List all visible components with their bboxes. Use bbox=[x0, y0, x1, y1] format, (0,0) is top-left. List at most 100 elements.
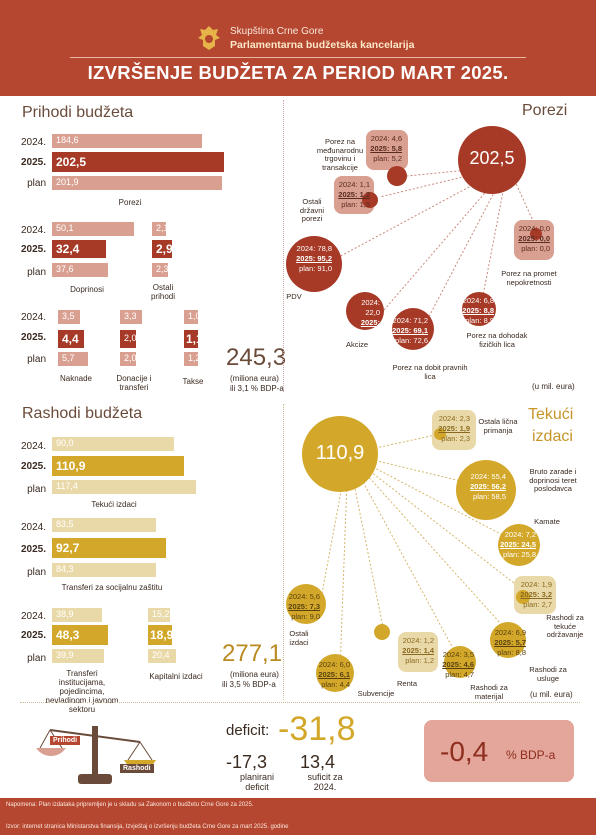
label-akcize: Akcize bbox=[345, 340, 369, 349]
deficit-label: deficit: bbox=[226, 722, 270, 739]
akcize-values: 2024: 22,0 2025: 22,4 plan: 23,0 bbox=[347, 298, 380, 347]
row-label-2024: 2024. bbox=[20, 225, 46, 236]
tekuci-total: 110,9 bbox=[315, 442, 365, 464]
row-label-2024: 2024. bbox=[20, 611, 46, 622]
caption-kapitalni: Kapitalni izdaci bbox=[149, 672, 203, 681]
header-divider bbox=[70, 57, 526, 58]
label-renta: Renta bbox=[396, 679, 417, 688]
label-dohodak: Porez na dohodak fizičkih lica bbox=[466, 331, 528, 349]
office-name: Parlamentarna budžetska kancelarija bbox=[230, 39, 415, 51]
row-label-plan: plan bbox=[27, 567, 46, 578]
revenue-total: 245,3 bbox=[226, 344, 287, 371]
crest-icon bbox=[198, 26, 220, 50]
caption-takse: Takse bbox=[182, 377, 204, 386]
label-medjunarodna: Porez na međunarodnu trgovinu i transakc… bbox=[316, 137, 364, 172]
bar-ostali-2025: 2,9 bbox=[152, 240, 173, 258]
bubble-materijal bbox=[444, 646, 476, 678]
bar-takse-2024: 1,0 bbox=[184, 310, 201, 324]
bar-porezi-2025: 202,5 bbox=[52, 152, 224, 172]
label-pdv: PDV bbox=[286, 292, 302, 301]
caption-doprinosi: Doprinosi bbox=[70, 285, 104, 294]
bar-transferi-inst-plan: 39,9 bbox=[52, 649, 104, 663]
bar-ostali-2024: 2,1 bbox=[152, 222, 169, 236]
bubble-ostali-drzavni bbox=[362, 192, 378, 208]
bar-porezi-2024: 184,6 bbox=[52, 134, 202, 148]
label-subvencije: Subvencije bbox=[357, 689, 395, 698]
row-label-2025: 2025. bbox=[20, 244, 46, 255]
org-name: Skupština Crne Gore bbox=[230, 26, 324, 37]
caption-tekuci: Tekući izdaci bbox=[91, 500, 137, 509]
tekuci-panel-title-2: izdaci bbox=[532, 428, 573, 445]
row-label-2024: 2024. bbox=[20, 312, 46, 323]
revenue-bdp: ili 3,1 % BDP-a bbox=[230, 384, 284, 393]
expense-section-title: Rashodi budžeta bbox=[22, 405, 143, 422]
label-tekuce-odrz: Rashodi za tekuće održavanje bbox=[546, 613, 584, 639]
expense-unit: (miliona eura) bbox=[230, 670, 279, 679]
footer-note: Napomena: Plan izdataka pripremljen je u… bbox=[6, 802, 254, 808]
divider bbox=[283, 100, 284, 392]
label-ostala-primanja: Ostala lična primanja bbox=[478, 417, 518, 435]
tekuci-unit: (u mil. eura) bbox=[530, 690, 573, 699]
surplus-2024-value: 13,4 bbox=[300, 752, 336, 772]
bar-donacije-plan: 2,0 bbox=[120, 352, 137, 366]
page-title: IZVRŠENJE BUDŽETA ZA PERIOD MART 2025. bbox=[87, 62, 509, 83]
bubble-dobit bbox=[392, 308, 434, 350]
bdp-box bbox=[424, 720, 574, 782]
porezi-total: 202,5 bbox=[469, 148, 515, 168]
caption-transferi-inst: Transferi institucijama, pojedincima, ne… bbox=[45, 669, 119, 714]
pdv-values: 2024: 78,8 2025: 95,2 plan: 91,0 bbox=[296, 244, 332, 273]
scale-label-prihodi: Prihodi bbox=[50, 736, 81, 745]
caption-transferi: Transferi za socijalnu zaštitu bbox=[61, 583, 163, 592]
subvencije-values: 2024: 6,0 2025: 6,1 plan: 4,4 bbox=[318, 660, 350, 689]
bubble-medjunarodna-plan bbox=[366, 130, 408, 170]
revenue-unit: (miliona eura) bbox=[230, 374, 279, 383]
bubble-renta bbox=[374, 624, 390, 640]
bubble-dohodak bbox=[462, 292, 496, 326]
row-label-2024: 2024. bbox=[20, 522, 46, 533]
bubble-usluge bbox=[490, 622, 526, 658]
row-label-2025: 2025. bbox=[20, 630, 46, 641]
bubble-medjunarodna bbox=[387, 166, 407, 186]
row-label-2025: 2025. bbox=[20, 461, 46, 472]
renta-values: 2024: 1,2 2025: 1,4 plan: 1,2 bbox=[402, 636, 434, 665]
bar-doprinosi-2024: 50,1 bbox=[52, 222, 134, 236]
bar-donacije-2024: 3,3 bbox=[120, 310, 142, 324]
row-label-2024: 2024. bbox=[20, 441, 46, 452]
bdp-unit: % BDP-a bbox=[506, 748, 556, 762]
label-ostali-drzavni: Ostali državni porezi bbox=[299, 197, 325, 223]
bubble-promet-plan bbox=[514, 220, 554, 260]
bubble-subvencije bbox=[316, 654, 354, 692]
scale-icon bbox=[36, 726, 156, 784]
bar-tekuci-plan: 117,4 bbox=[52, 480, 196, 494]
caption-donacije: Donacije i transferi bbox=[116, 374, 152, 392]
bdp-value: -0,4 bbox=[440, 736, 489, 767]
bar-transferi-2025: 92,7 bbox=[52, 538, 166, 558]
medjunarodna-values: 2024: 4,6 2025: 5,8 plan: 5,2 bbox=[370, 134, 402, 163]
bubble-bruto-zarade bbox=[456, 460, 516, 520]
row-label-plan: plan bbox=[27, 484, 46, 495]
bar-doprinosi-2025: 32,4 bbox=[52, 240, 106, 258]
revenue-section-title: Prihodi budžeta bbox=[22, 104, 134, 121]
row-label-2024: 2024. bbox=[20, 137, 46, 148]
bar-transferi-inst-2024: 38,9 bbox=[52, 608, 102, 622]
dohodak-values: 2024: 6,8 2025: 8,8 plan: 8,9 bbox=[462, 296, 494, 325]
ostali-izdaci-values: 2024: 5,6 2025: 7,3 plan: 9,0 bbox=[288, 592, 320, 621]
porezi-total-bubble bbox=[458, 126, 526, 194]
ostali-drzavni-values: 2024: 1,1 2025: 1,2 plan: 1,5 bbox=[338, 180, 370, 209]
row-label-plan: plan bbox=[27, 354, 46, 365]
expense-total: 277,1 bbox=[222, 640, 283, 667]
dobit-values: 2024: 71,2 2025: 69,1 plan: 72,6 bbox=[392, 316, 428, 345]
row-label-2025: 2025. bbox=[20, 332, 46, 343]
bar-porezi-plan: 201,9 bbox=[52, 176, 222, 190]
tekuce-odrz-values: 2024: 1,9 2025: 3,2 plan: 2,7 bbox=[520, 580, 552, 609]
planned-deficit-value: -17,3 bbox=[226, 752, 268, 772]
bubble-kamate bbox=[498, 524, 540, 566]
row-label-plan: plan bbox=[27, 267, 46, 278]
label-ostali-izdaci: Ostali izdaci bbox=[289, 629, 309, 647]
scale-label-rashodi: Rashodi bbox=[120, 764, 154, 773]
planned-deficit-label: planirani deficit bbox=[239, 772, 275, 792]
bar-kapitalni-plan: 20,4 bbox=[148, 649, 176, 663]
bar-transferi-plan: 84,3 bbox=[52, 563, 156, 577]
bubble-ostala-primanja bbox=[434, 428, 446, 440]
caption-naknade: Naknade bbox=[59, 374, 93, 383]
